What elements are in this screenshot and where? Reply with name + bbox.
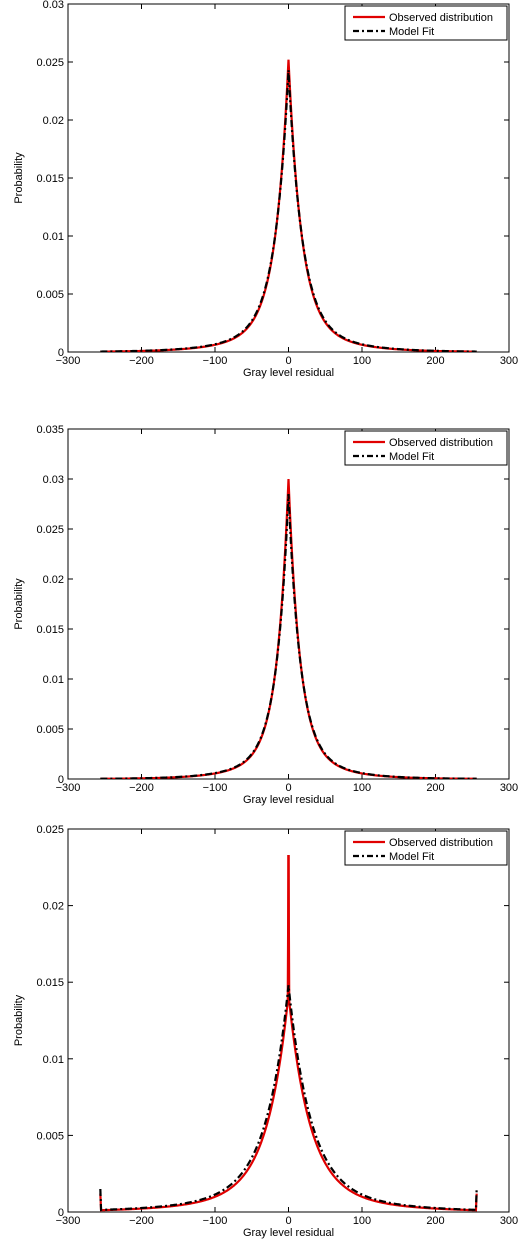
x-tick-label: 100 bbox=[353, 782, 371, 794]
y-tick-label: 0.025 bbox=[36, 524, 64, 536]
y-tick-label: 0.005 bbox=[36, 724, 64, 736]
legend-box bbox=[344, 5, 508, 41]
x-tick-label: −300 bbox=[56, 1215, 81, 1227]
model-fit-line bbox=[100, 70, 477, 352]
x-tick-label: 200 bbox=[426, 782, 444, 794]
legend-label: Model Fit bbox=[389, 26, 434, 38]
x-tick-label: 0 bbox=[285, 1215, 291, 1227]
x-axis-label: Gray level residual bbox=[243, 794, 334, 806]
legend-box bbox=[344, 430, 508, 466]
x-tick-label: −100 bbox=[203, 355, 228, 367]
y-tick-label: 0.005 bbox=[36, 1130, 64, 1142]
y-tick-label: 0 bbox=[58, 774, 64, 786]
y-tick-label: 0.035 bbox=[36, 424, 64, 436]
x-tick-label: 100 bbox=[353, 355, 371, 367]
legend: Observed distribution Model Fit bbox=[344, 5, 508, 41]
legend-box bbox=[344, 830, 508, 866]
x-tick-label: −100 bbox=[203, 782, 228, 794]
y-tick-label: 0.01 bbox=[43, 231, 64, 243]
x-tick-label: 300 bbox=[500, 1215, 518, 1227]
legend-label: Observed distribution bbox=[389, 837, 493, 849]
y-axis-label: Probability bbox=[13, 994, 25, 1046]
x-tick-label: 200 bbox=[426, 1215, 444, 1227]
x-tick-label: 0 bbox=[285, 782, 291, 794]
y-tick-label: 0.03 bbox=[43, 0, 64, 11]
y-tick-label: 0.005 bbox=[36, 289, 64, 301]
y-axis-label: Probability bbox=[13, 152, 25, 204]
y-tick-label: 0.01 bbox=[43, 674, 64, 686]
x-tick-label: −300 bbox=[56, 355, 81, 367]
chart-2: −300 −200 −100 0 100 200 300 0 0.005 0.01 0.015 0.0… bbox=[13, 424, 518, 806]
observed-distribution-line bbox=[100, 59, 477, 352]
y-axis-label: Probability bbox=[13, 578, 25, 630]
x-tick-label: −200 bbox=[129, 782, 154, 794]
x-tick-label: 0 bbox=[285, 355, 291, 367]
legend: Observed distribution Model Fit bbox=[344, 830, 508, 866]
chart-1: −300 −200 −100 0 100 200 300 0 0.005 0.01 0.015 0.0… bbox=[13, 0, 518, 379]
legend-label: Model Fit bbox=[389, 851, 434, 863]
y-tick-label: 0.015 bbox=[36, 173, 64, 185]
y-tick-label: 0.015 bbox=[36, 624, 64, 636]
x-axis-label: Gray level residual bbox=[243, 1227, 334, 1239]
legend-label: Observed distribution bbox=[389, 437, 493, 449]
y-tick-label: 0.02 bbox=[43, 574, 64, 586]
x-tick-label: 300 bbox=[500, 782, 518, 794]
model-fit-line bbox=[99, 985, 478, 1212]
y-tick-label: 0.025 bbox=[36, 824, 64, 836]
chart-3: −300 −200 −100 0 100 200 300 0 0.005 0.01 0.015 0.0… bbox=[13, 824, 518, 1239]
y-tick-label: 0.02 bbox=[43, 901, 64, 913]
x-axis-label: Gray level residual bbox=[243, 367, 334, 379]
x-tick-label: −100 bbox=[203, 1215, 228, 1227]
observed-distribution-line bbox=[100, 478, 477, 779]
x-tick-label: 300 bbox=[500, 355, 518, 367]
y-tick-label: 0 bbox=[58, 347, 64, 359]
observed-distribution-line bbox=[99, 855, 478, 1212]
y-tick-label: 0.01 bbox=[43, 1054, 64, 1066]
model-fit-line bbox=[100, 493, 477, 779]
legend-label: Model Fit bbox=[389, 451, 434, 463]
y-tick-label: 0.025 bbox=[36, 57, 64, 69]
x-tick-label: 100 bbox=[353, 1215, 371, 1227]
legend-label: Observed distribution bbox=[389, 12, 493, 24]
y-tick-label: 0.03 bbox=[43, 474, 64, 486]
plot-frame bbox=[67, 3, 510, 353]
y-tick-label: 0.02 bbox=[43, 115, 64, 127]
y-tick-label: 0.015 bbox=[36, 977, 64, 989]
x-tick-label: 200 bbox=[426, 355, 444, 367]
y-tick-label: 0 bbox=[58, 1207, 64, 1219]
x-tick-label: −200 bbox=[129, 1215, 154, 1227]
x-tick-label: −300 bbox=[56, 782, 81, 794]
legend: Observed distribution Model Fit bbox=[344, 430, 508, 466]
x-tick-label: −200 bbox=[129, 355, 154, 367]
